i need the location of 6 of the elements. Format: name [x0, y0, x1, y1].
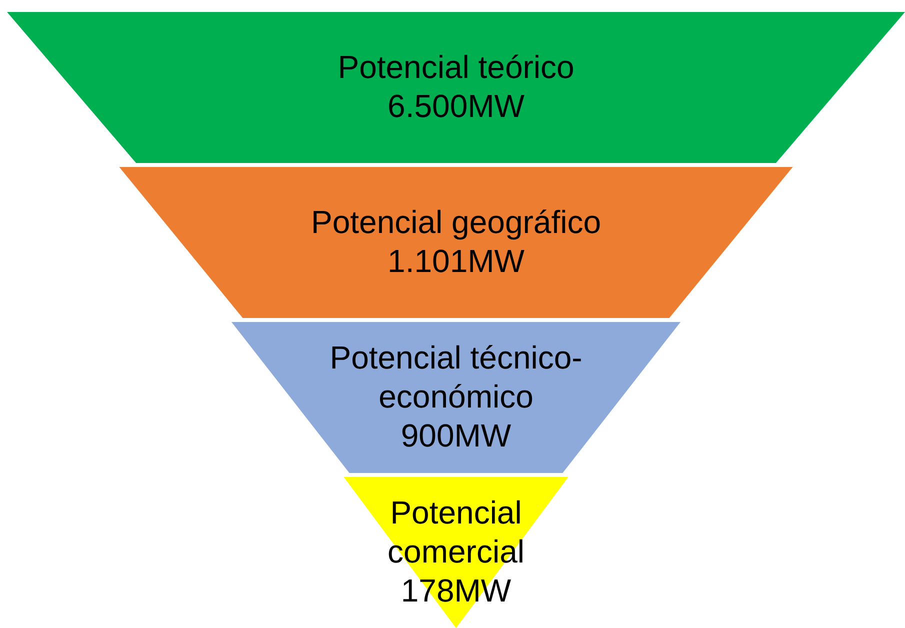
- category-label: Potencial geográfico: [311, 204, 601, 240]
- data-label: 6.500MW: [388, 88, 526, 124]
- data-label: 1.101MW: [388, 243, 526, 279]
- category-label: Potencial teórico: [338, 49, 574, 85]
- category-label: Potencial técnico-económico: [330, 340, 582, 414]
- data-label: 900MW: [400, 418, 512, 454]
